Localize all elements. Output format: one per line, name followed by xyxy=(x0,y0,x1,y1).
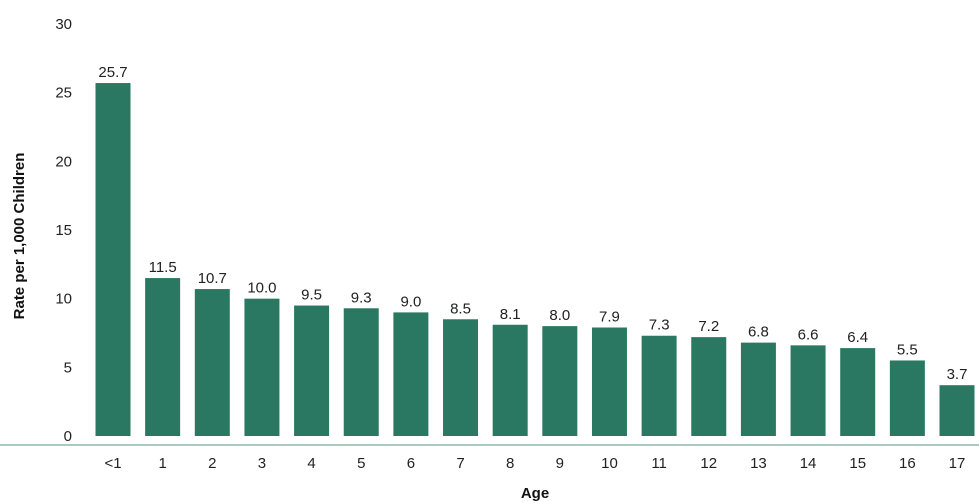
bar xyxy=(145,278,181,436)
x-tick-label: 16 xyxy=(899,455,916,472)
data-label: 10.7 xyxy=(198,270,227,287)
bar xyxy=(542,326,578,436)
x-tick-label: 2 xyxy=(208,455,216,472)
bar xyxy=(691,337,727,436)
x-tick-label: 8 xyxy=(506,455,514,472)
data-label: 25.7 xyxy=(98,64,127,81)
data-label: 8.0 xyxy=(549,307,570,324)
data-label: 9.3 xyxy=(351,289,372,306)
bar xyxy=(740,342,776,436)
data-label: 8.5 xyxy=(450,300,471,317)
x-tick-label: <1 xyxy=(104,455,121,472)
bar xyxy=(343,308,379,436)
bar xyxy=(889,360,925,436)
bar xyxy=(443,319,479,436)
y-tick-label: 0 xyxy=(64,428,72,445)
x-tick-label: 10 xyxy=(601,455,618,472)
data-label: 5.5 xyxy=(897,341,918,358)
y-tick-label: 5 xyxy=(64,359,72,376)
data-label: 9.0 xyxy=(400,293,421,310)
x-tick-label: 7 xyxy=(456,455,464,472)
data-label: 11.5 xyxy=(149,259,177,276)
bars xyxy=(95,83,975,436)
data-label: 6.4 xyxy=(847,329,868,346)
data-label: 9.5 xyxy=(301,287,322,304)
x-tick-label: 1 xyxy=(158,455,166,472)
x-tick-label: 11 xyxy=(651,455,667,472)
y-axis: 0 5 10 15 20 25 30 xyxy=(55,16,72,445)
data-labels: 25.7 11.5 10.7 10.0 9.5 9.3 9.0 8.5 8.1 8.0 7.9 7.3… xyxy=(98,64,967,383)
data-label: 7.2 xyxy=(698,318,719,335)
x-axis: <1 1 2 3 4 5 6 7 8 9 10 11 12 13 14 15 16 17 xyxy=(104,455,965,472)
y-tick-label: 15 xyxy=(55,222,72,239)
x-tick-label: 15 xyxy=(849,455,866,472)
bar xyxy=(393,312,429,436)
x-tick-label: 6 xyxy=(407,455,415,472)
bar xyxy=(95,83,131,436)
x-tick-label: 14 xyxy=(800,455,817,472)
x-tick-label: 12 xyxy=(700,455,717,472)
data-label: 6.6 xyxy=(798,326,819,343)
bar xyxy=(492,324,528,436)
x-tick-label: 3 xyxy=(258,455,266,472)
y-tick-label: 10 xyxy=(55,291,72,308)
x-tick-label: 13 xyxy=(750,455,767,472)
x-tick-label: 17 xyxy=(949,455,966,472)
bar xyxy=(591,327,627,436)
bar xyxy=(939,385,975,436)
bar xyxy=(641,335,677,436)
data-label: 6.8 xyxy=(748,324,769,341)
data-label: 8.1 xyxy=(500,306,521,323)
bar xyxy=(294,305,330,436)
data-label: 3.7 xyxy=(947,366,968,383)
y-tick-label: 25 xyxy=(55,85,72,102)
data-label: 7.9 xyxy=(599,309,620,326)
y-axis-title: Rate per 1,000 Children xyxy=(11,153,28,320)
bar xyxy=(194,289,230,436)
data-label: 7.3 xyxy=(649,317,670,334)
y-tick-label: 20 xyxy=(55,153,72,170)
bar xyxy=(244,298,280,436)
x-tick-label: 4 xyxy=(307,455,315,472)
y-tick-label: 30 xyxy=(55,16,72,33)
x-axis-title: Age xyxy=(521,485,549,502)
bar xyxy=(840,348,876,436)
x-tick-label: 9 xyxy=(556,455,564,472)
data-label: 10.0 xyxy=(247,280,276,297)
bar xyxy=(790,345,826,436)
x-tick-label: 5 xyxy=(357,455,365,472)
